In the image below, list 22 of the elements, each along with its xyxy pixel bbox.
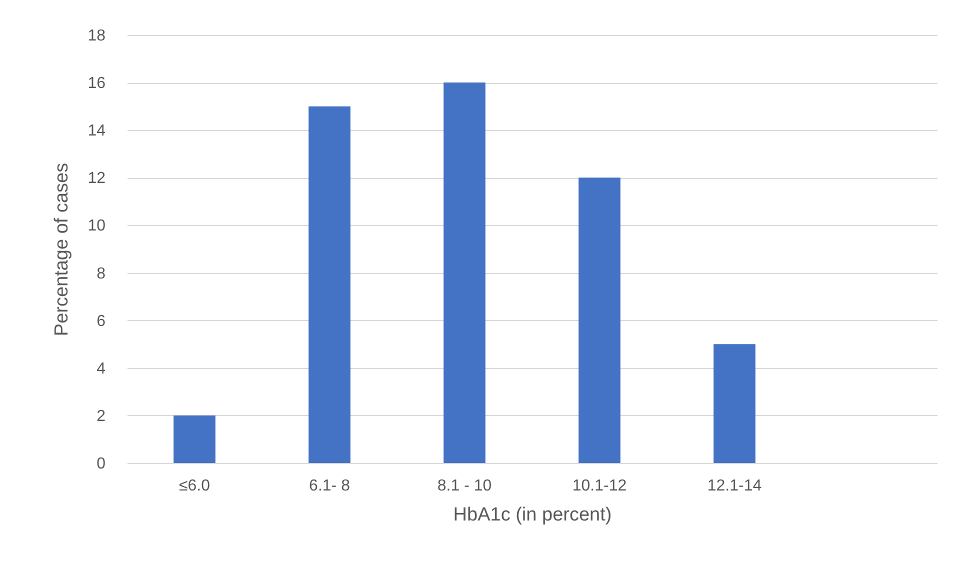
bar — [578, 178, 620, 463]
bar — [174, 415, 216, 463]
y-tick-label: 6 — [96, 312, 106, 330]
x-tick-label: ≤6.0 — [178, 478, 210, 494]
bar — [444, 82, 486, 463]
y-tick-label: 12 — [88, 170, 106, 188]
bar — [714, 344, 756, 463]
bar — [308, 106, 350, 463]
y-axis-title: Percentage of cases — [52, 162, 73, 336]
y-tick-label: 16 — [88, 75, 106, 92]
y-tick-label: 18 — [88, 28, 106, 44]
x-tick-label: 8.1 - 10 — [437, 478, 492, 494]
x-tick-label: 6.1- 8 — [309, 478, 350, 494]
y-tick-label: 0 — [96, 456, 106, 472]
x-tick-label: 10.1-12 — [572, 478, 627, 494]
x-axis-title: HbA1c (in percent) — [453, 504, 612, 526]
y-tick-label: 4 — [96, 360, 106, 378]
y-tick-label: 2 — [96, 408, 106, 425]
x-tick-label: 12.1-14 — [707, 478, 762, 494]
y-tick-label: 8 — [96, 265, 106, 282]
y-tick-label: 10 — [88, 218, 106, 235]
y-tick-label: 14 — [88, 122, 106, 140]
